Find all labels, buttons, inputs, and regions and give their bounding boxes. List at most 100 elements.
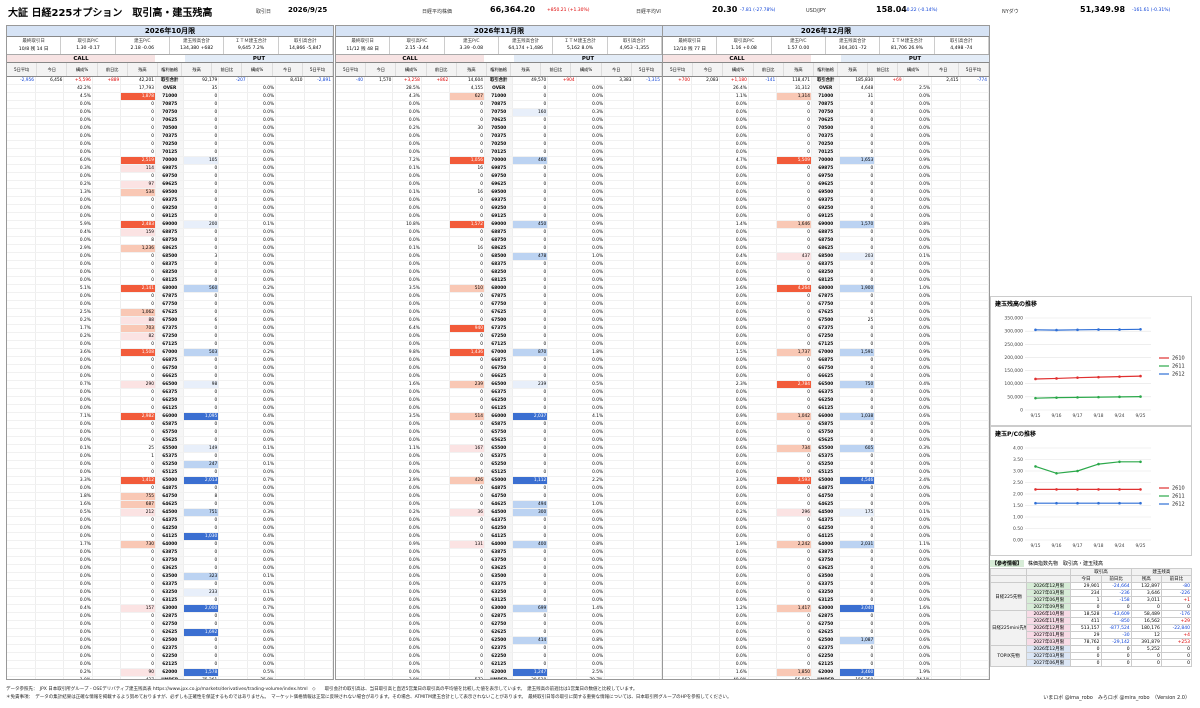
- table-cell: [748, 404, 778, 413]
- table-cell: [92, 292, 122, 301]
- table-cell: [7, 396, 36, 405]
- table-cell: [218, 164, 248, 173]
- ref-cell: 391,879: [1130, 638, 1162, 646]
- table-cell: [663, 508, 692, 517]
- table-cell: 67125: [484, 340, 514, 349]
- table-cell: [364, 108, 394, 117]
- table-cell: 0.9%: [392, 540, 422, 549]
- table-cell: [691, 660, 721, 669]
- table-cell: 0.0%: [247, 548, 277, 557]
- table-cell: [421, 492, 451, 501]
- table-cell: [304, 460, 333, 469]
- table-cell: [748, 468, 778, 477]
- panel-title: 2026年10月限: [7, 26, 333, 37]
- table-row: 0.3% 114 69875 0 0.0%: [7, 164, 333, 173]
- table-cell: [92, 500, 122, 509]
- table-cell: [35, 620, 65, 629]
- table-cell: 0.0%: [903, 388, 933, 397]
- table-cell: [336, 668, 365, 677]
- data-point: [1139, 488, 1142, 491]
- table-cell: 1,900: [839, 284, 876, 293]
- ref-vol-head: 取引高: [1070, 568, 1132, 576]
- table-cell: [218, 420, 248, 429]
- table-cell: [663, 244, 692, 253]
- table-cell: [931, 404, 961, 413]
- table-cell: 0: [120, 468, 156, 477]
- table-cell: 6.0%: [63, 156, 93, 165]
- table-cell: 0: [120, 116, 156, 125]
- table-cell: [748, 644, 778, 653]
- table-row: 0.0% 0 70625 0 0.0%: [336, 116, 662, 125]
- table-cell: [604, 180, 634, 189]
- table-cell: [604, 228, 634, 237]
- table-cell: 69750: [811, 172, 841, 181]
- table-cell: 0: [512, 164, 549, 173]
- table-cell: 0.6%: [719, 444, 749, 453]
- table-cell: 0.0%: [903, 92, 933, 101]
- table-row: 0.0% 0 69625 0 0.0%: [336, 180, 662, 189]
- table-row: 0.0% 0 69125 0 0.0%: [7, 212, 333, 221]
- y-tick-label: 1.50: [1013, 503, 1023, 509]
- table-cell: 68250: [155, 268, 185, 277]
- table-cell: 65000: [155, 476, 185, 485]
- ref-cell: 0: [1070, 645, 1102, 653]
- table-cell: 0: [183, 148, 220, 157]
- table-cell: [931, 428, 961, 437]
- table-cell: [35, 260, 65, 269]
- table-cell: 69625: [484, 180, 514, 189]
- table-row: 0.0% 0 64625 0 0.0%: [663, 500, 989, 509]
- ref-cell: -877,524: [1100, 624, 1132, 632]
- table-cell: [547, 452, 577, 461]
- table-cell: 1.6%: [719, 668, 749, 677]
- table-cell: [218, 124, 248, 133]
- table-cell: 0.4%: [63, 604, 93, 613]
- table-cell: [874, 356, 904, 365]
- table-cell: [663, 596, 692, 605]
- table-row: 0.0% 0 62000 1,247 2.5%: [336, 668, 662, 677]
- table-cell: [874, 108, 904, 117]
- table-row: 9.8% 1,436 67000 870 1.8%: [336, 348, 662, 357]
- table-cell: 0: [839, 580, 876, 589]
- table-cell: [7, 188, 36, 197]
- put-label: PUT: [185, 55, 333, 62]
- column-head: 構成%: [898, 63, 929, 76]
- table-cell: [92, 308, 122, 317]
- table-cell: 300: [512, 508, 549, 517]
- table-cell: 0: [512, 596, 549, 605]
- table-cell: [7, 180, 36, 189]
- table-cell: 0.0%: [576, 556, 606, 565]
- table-cell: [604, 580, 634, 589]
- table-cell: [275, 212, 305, 221]
- table-cell: [691, 676, 721, 679]
- table-cell: [336, 548, 365, 557]
- table-cell: [633, 572, 662, 581]
- table-row: 3.6% 4,264 68000 1,900 1.0%: [663, 284, 989, 293]
- table-cell: [7, 620, 36, 629]
- table-cell: [931, 236, 961, 245]
- table-cell: [35, 404, 65, 413]
- table-cell: [874, 292, 904, 301]
- table-cell: [218, 556, 248, 565]
- table-cell: 0.0%: [903, 588, 933, 597]
- table-cell: [35, 628, 65, 637]
- table-cell: OVER: [811, 84, 841, 93]
- table-cell: 0: [449, 308, 485, 317]
- table-cell: 64625: [155, 500, 185, 509]
- table-cell: 3.6%: [719, 284, 749, 293]
- table-cell: 0.0%: [63, 372, 93, 381]
- table-cell: [663, 148, 692, 157]
- table-cell: [218, 252, 248, 261]
- table-cell: 0.0%: [63, 620, 93, 629]
- table-cell: [275, 508, 305, 517]
- table-cell: [874, 508, 904, 517]
- table-cell: 0.0%: [392, 396, 422, 405]
- table-cell: 0: [120, 588, 156, 597]
- table-cell: [218, 132, 248, 141]
- table-cell: [336, 540, 365, 549]
- column-head: 今日: [602, 63, 632, 76]
- table-cell: [364, 492, 394, 501]
- table-cell: [35, 396, 65, 405]
- table-cell: [874, 188, 904, 197]
- table-cell: [748, 324, 778, 333]
- table-cell: 0: [449, 420, 485, 429]
